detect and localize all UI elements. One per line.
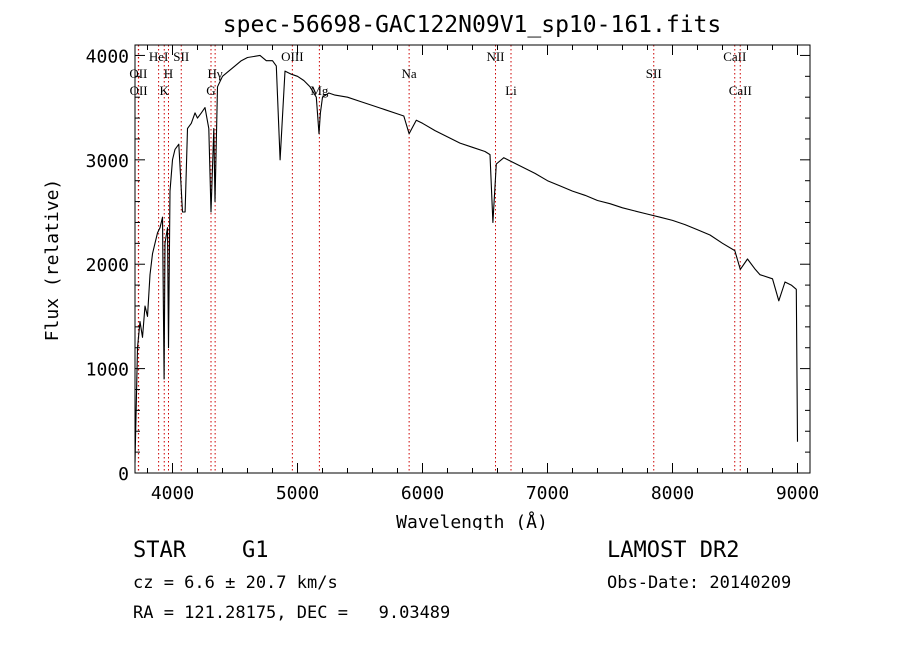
line-marker-label: Na	[402, 66, 417, 81]
survey-name: LAMOST DR2	[607, 538, 740, 563]
line-marker-label: CaII	[723, 49, 746, 64]
y-tick-label: 3000	[86, 151, 129, 172]
line-marker-label: Li	[505, 83, 517, 98]
plot-frame	[134, 44, 811, 474]
line-marker-label: OIII	[281, 49, 303, 64]
spectrum-series-line	[134, 54, 799, 463]
line-marker-label: K	[160, 83, 170, 98]
object-class: STAR	[133, 538, 186, 563]
line-marker-label: Hγ	[208, 66, 223, 81]
line-marker-label: H	[164, 66, 173, 81]
coordinates-readout: RA = 121.28175, DEC = 9.03489	[133, 603, 451, 623]
spectrum-plot: spec-56698-GAC122N09V1_sp10-161.fits Wav…	[42, 12, 819, 533]
y-tick-label: 2000	[86, 255, 129, 276]
line-marker-label: OII	[130, 83, 148, 98]
object-subclass: G1	[242, 538, 269, 563]
chart-title: spec-56698-GAC122N09V1_sp10-161.fits	[223, 12, 722, 38]
x-tick-label: 6000	[401, 483, 444, 504]
y-tick-label: 1000	[86, 360, 129, 381]
y-tick-label: 0	[118, 464, 129, 485]
line-marker-label: CaII	[729, 83, 752, 98]
line-marker-label: G	[206, 83, 215, 98]
axes: 4000 5000 6000 7000 8000 9000 0 1000 2000 3000 400…	[86, 44, 819, 504]
line-markers: OIIOIIHeIHKSIIHγGOIIIMgNaNIILiSIICaIICaI…	[129, 45, 752, 473]
x-tick-label: 7000	[526, 483, 569, 504]
x-tick-label: 8000	[651, 483, 694, 504]
x-tick-label: 5000	[276, 483, 319, 504]
y-tick-label: 4000	[86, 46, 129, 67]
y-axis-label: Flux (relative)	[42, 179, 63, 342]
x-tick-label: 9000	[776, 483, 819, 504]
line-marker-label: SII	[173, 49, 189, 64]
line-marker-label: Mg	[310, 83, 329, 98]
line-marker-label: NII	[486, 49, 504, 64]
x-tick-label: 4000	[151, 483, 194, 504]
series-layer	[134, 54, 799, 463]
redshift-readout: cz = 6.6 ± 20.7 km/s	[133, 573, 338, 593]
obs-date: Obs-Date: 20140209	[607, 573, 792, 593]
line-marker-label: HeI	[149, 49, 169, 64]
x-axis-label: Wavelength (Å)	[396, 511, 548, 530]
line-marker-label: SII	[646, 66, 662, 81]
